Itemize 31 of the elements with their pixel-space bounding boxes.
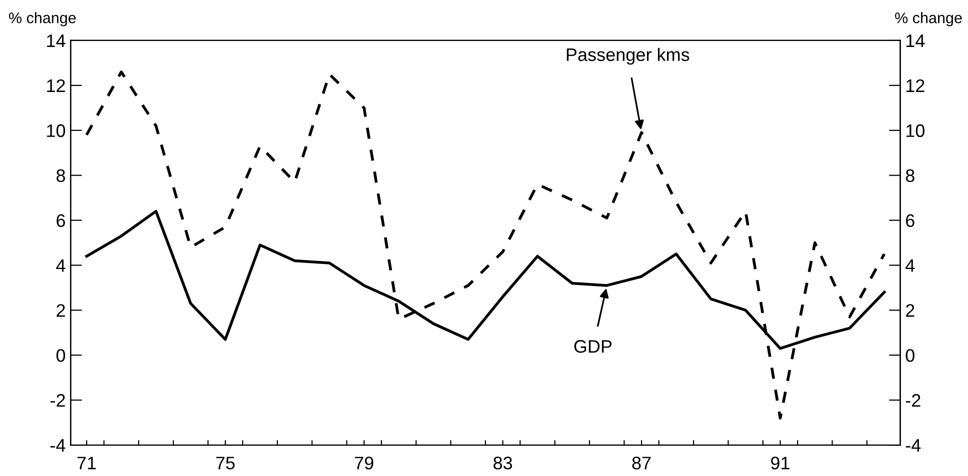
y2-axis-title: % change [895,12,962,26]
x-tick-label: 91 [771,456,790,470]
y-tick-label: 6 [56,214,66,227]
y2-tick-label: 14 [906,34,925,47]
y2-tick-label: 12 [906,79,924,92]
y-tick-label: 10 [47,124,66,138]
y2-tick-label: 8 [906,169,914,182]
y2-tick-label: 6 [906,214,914,227]
line-series [85,70,886,420]
x-tick-label: 83 [494,456,512,470]
y2-tick-label: 2 [906,304,914,317]
y2-tick-label: -4 [906,439,921,452]
x-tick-label: 75 [216,456,235,470]
y2-tick-label: 0 [906,349,914,362]
y-tick-label: 14 [47,34,66,47]
x-tick-label: 79 [354,456,374,470]
y-tick-label: 8 [56,169,66,182]
y-tick-label: -4 [50,439,66,452]
y2-tick-label: 10 [906,124,924,138]
y-tick-label: -2 [50,394,65,407]
x-tick-label: 71 [78,456,96,470]
y2-tick-label: 4 [906,259,915,272]
y2-tick-label: -2 [906,394,920,407]
y-axis-title: % change [8,12,76,26]
y-tick-label: 0 [56,349,66,362]
annotation: GDP [574,340,612,353]
x-tick-label: 87 [632,456,651,470]
y-tick-label: 12 [47,79,65,92]
y-tick-label: 2 [56,304,65,317]
annotation: Passenger kms [566,48,690,65]
y-tick-label: 4 [56,259,66,272]
